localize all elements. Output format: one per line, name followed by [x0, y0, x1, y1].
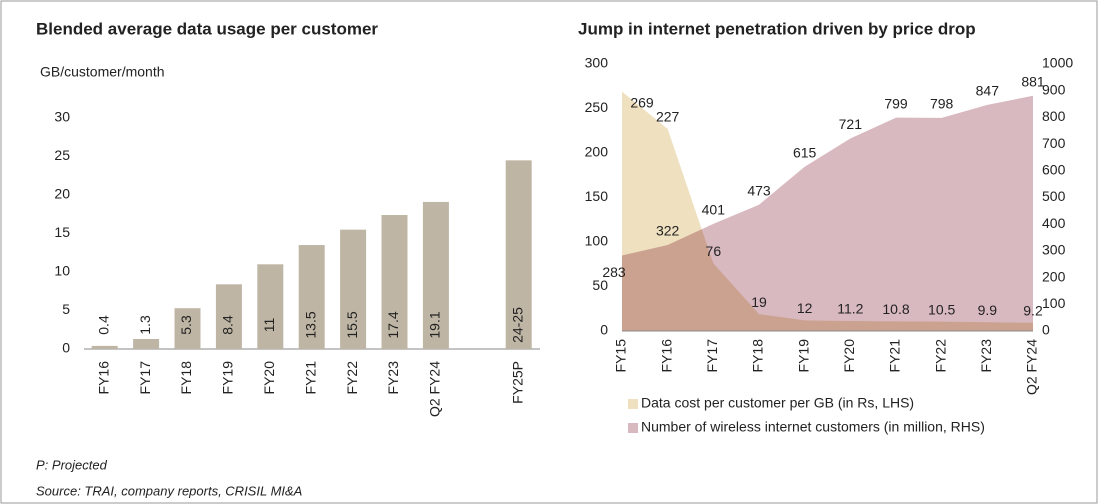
data-label: 799 [884, 95, 908, 111]
y2-tick-label: 800 [1042, 108, 1066, 124]
x-tick-label: Q2 FY24 [1024, 339, 1040, 395]
bar [215, 284, 242, 349]
x-tick-label: Q2 FY24 [427, 361, 443, 417]
y2-tick-label: 700 [1042, 135, 1066, 151]
x-tick-label: FY22 [932, 339, 948, 373]
y2-tick-label: 200 [1042, 268, 1066, 284]
value-label: 8.4 [220, 315, 236, 335]
bar [91, 345, 118, 349]
y2-tick-label: 300 [1042, 242, 1066, 258]
legend-label: Data cost per customer per GB (in Rs, LH… [641, 395, 914, 411]
value-label: 1.3 [137, 315, 153, 335]
data-label: 615 [793, 144, 817, 160]
data-label: 401 [702, 202, 726, 218]
area [622, 95, 1033, 331]
data-label: 76 [706, 243, 722, 259]
y2-tick-label: 500 [1042, 188, 1066, 204]
y2-tick-label: 1000 [1042, 55, 1073, 71]
y-tick-label: 10 [54, 263, 70, 279]
y2-tick-label: 600 [1042, 162, 1066, 178]
data-label: 9.2 [1023, 303, 1043, 319]
source: Source: TRAI, company reports, CRISIL MI… [36, 483, 302, 498]
value-label: 13.5 [302, 311, 318, 338]
x-tick-label: FY21 [302, 361, 318, 395]
value-label: 17.4 [385, 311, 401, 338]
y2-tick-label: 400 [1042, 215, 1066, 231]
y-tick-label: 30 [54, 109, 70, 125]
x-tick-label: FY17 [704, 339, 720, 373]
data-label: 283 [602, 264, 626, 280]
y2-tick-label: 100 [1042, 295, 1066, 311]
bar [174, 308, 201, 349]
legend-swatch [628, 399, 638, 409]
x-tick-label: FY18 [178, 361, 194, 395]
value-label: 5.3 [178, 315, 194, 335]
bar [381, 215, 408, 349]
y-tick-label: 300 [585, 55, 609, 71]
chart-title: Blended average data usage per customer [36, 19, 378, 38]
x-tick-label: FY15 [613, 339, 629, 373]
bar [133, 338, 160, 349]
y-tick-label: 250 [585, 99, 609, 115]
x-tick-label: FY23 [978, 339, 994, 373]
legend-label: Number of wireless internet customers (i… [641, 419, 985, 435]
bar [257, 264, 284, 349]
x-tick-label: FY25P [509, 361, 525, 404]
x-tick-label: FY17 [137, 361, 153, 395]
x-tick-label: FY23 [385, 361, 401, 395]
y2-tick-label: 0 [1042, 322, 1050, 338]
x-tick-label: FY18 [750, 339, 766, 373]
y-tick-label: 25 [54, 147, 70, 163]
y-tick-label: 50 [592, 277, 608, 293]
data-label: 473 [747, 182, 771, 198]
y-tick-label: 5 [62, 301, 70, 317]
y-tick-label: 0 [62, 340, 70, 356]
x-tick-label: FY21 [887, 339, 903, 373]
value-label: 19.1 [427, 311, 443, 338]
footnote: P: Projected [36, 457, 108, 472]
legend-swatch [628, 423, 638, 433]
data-label: 19 [751, 294, 767, 310]
x-tick-label: FY19 [795, 339, 811, 373]
y-axis-label: GB/customer/month [40, 64, 165, 80]
data-label: 721 [839, 116, 863, 132]
data-label: 881 [1021, 73, 1045, 89]
x-tick-label: FY16 [95, 361, 111, 395]
value-label: 24-25 [509, 307, 525, 343]
data-label: 322 [656, 223, 680, 239]
data-label: 9.9 [978, 302, 998, 318]
data-label: 12 [797, 300, 813, 316]
bar [505, 160, 532, 349]
y-tick-label: 15 [54, 224, 70, 240]
data-label: 798 [930, 96, 954, 112]
bar [422, 201, 449, 349]
data-label: 227 [656, 109, 680, 125]
value-label: 0.4 [95, 315, 111, 335]
x-tick-label: FY22 [344, 361, 360, 395]
y-tick-label: 100 [585, 233, 609, 249]
x-tick-label: FY19 [220, 361, 236, 395]
y-tick-label: 20 [54, 186, 70, 202]
data-label: 11.2 [837, 301, 863, 317]
x-tick-label: FY20 [261, 361, 277, 395]
y-tick-label: 0 [600, 322, 608, 338]
chart-title: Jump in internet penetration driven by p… [578, 19, 976, 38]
x-tick-label: FY20 [841, 339, 857, 373]
data-label: 10.5 [928, 301, 955, 317]
bar [340, 229, 367, 349]
y2-tick-label: 900 [1042, 81, 1066, 97]
data-label: 847 [976, 83, 1000, 99]
value-label: 11 [261, 318, 277, 333]
data-label: 10.8 [882, 301, 909, 317]
data-label: 269 [630, 94, 654, 110]
y-tick-label: 150 [585, 188, 609, 204]
y-tick-label: 200 [585, 144, 609, 160]
x-tick-label: FY16 [658, 339, 674, 373]
value-label: 15.5 [344, 311, 360, 338]
bar [298, 245, 325, 349]
